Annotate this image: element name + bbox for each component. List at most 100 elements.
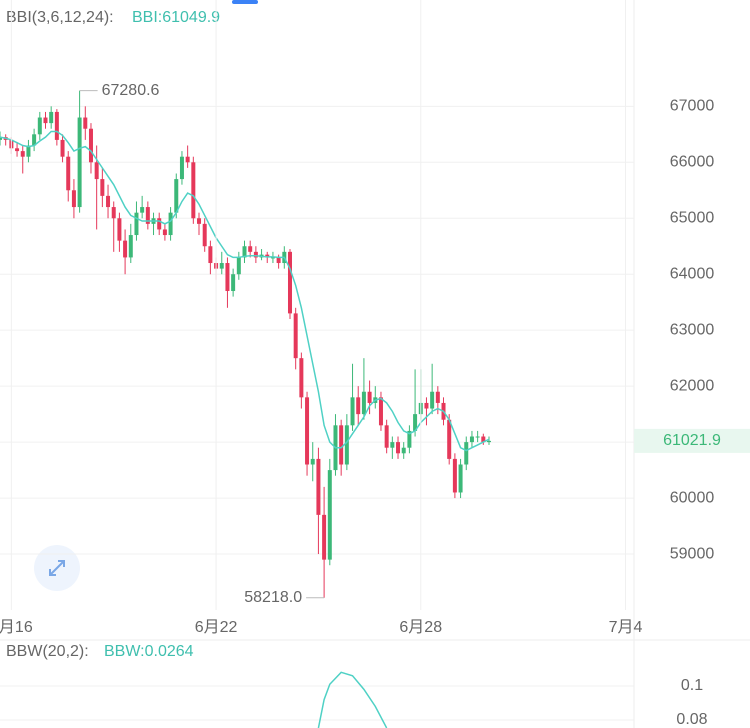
candle-body [128, 235, 133, 258]
candle-body [464, 442, 469, 465]
candle-body [327, 470, 332, 560]
candle-body [407, 430, 412, 448]
candle-body [344, 425, 349, 465]
candle-body [287, 251, 292, 314]
candle-body [316, 458, 321, 515]
last-price-box [634, 428, 750, 453]
candle-body [367, 391, 372, 403]
x-tick-label: 6月16 [0, 619, 33, 636]
candle-body [117, 218, 122, 241]
y-tick-label: 65000 [670, 209, 715, 226]
candle-body [123, 240, 128, 258]
candle-body [88, 128, 93, 163]
candle-body [469, 436, 474, 443]
candle-body [219, 263, 224, 269]
candle-body [100, 179, 105, 196]
candle-body [447, 419, 452, 459]
candle-body [236, 257, 241, 275]
candle-body [106, 195, 111, 208]
y-tick-label: 67000 [670, 98, 715, 115]
candle-body [231, 274, 236, 292]
candle-body [54, 111, 59, 140]
candle-body [191, 162, 196, 219]
candle-body [197, 218, 202, 224]
candle-body [49, 111, 54, 124]
y-tick-label: 63000 [670, 321, 715, 338]
y-tick-label: 59000 [670, 545, 715, 562]
indicator-label: BBI(3,6,12,24): [6, 9, 114, 26]
candle-body [145, 207, 150, 224]
indicator-label: BBW(20,2): [6, 643, 89, 660]
candle-body [487, 440, 492, 443]
candle-body [350, 397, 355, 426]
candle-body [458, 464, 463, 493]
candle-body [83, 117, 88, 129]
candle-body [401, 447, 406, 454]
candle-body [452, 458, 457, 493]
y-tick-label: 60000 [670, 489, 715, 506]
plot [0, 671, 634, 728]
bbw-line [317, 671, 388, 728]
candle-body [475, 436, 480, 438]
candle-body [111, 207, 116, 219]
candle-body [265, 254, 270, 258]
candle-body [225, 263, 230, 292]
y-tick-label: 62000 [670, 377, 715, 394]
candle-body [134, 212, 139, 236]
candle-body [305, 397, 310, 465]
candle-body [299, 358, 304, 398]
expand-button[interactable] [34, 545, 80, 591]
last-price-label: 61021.9 [663, 432, 721, 449]
y-tick-label: 64000 [670, 265, 715, 282]
bbi-line [0, 130, 490, 452]
candle-body [26, 145, 31, 157]
candle-body [202, 223, 207, 247]
candle-body [390, 442, 395, 448]
candle-body [162, 229, 167, 236]
high-annotation: 67280.6 [102, 82, 160, 99]
y-tick-label: 0.1 [681, 677, 703, 694]
candle-body [174, 179, 179, 213]
candle-body [435, 391, 440, 403]
candle-body [32, 134, 37, 146]
candle-body [37, 117, 42, 135]
indicator-value: BBW:0.0264 [104, 643, 194, 660]
candle-body [140, 207, 145, 213]
candle-body [0, 137, 2, 140]
candle-body [424, 402, 429, 409]
y-tick-label: 0.08 [676, 711, 707, 728]
x-tick-label: 7月4 [609, 619, 643, 636]
candle-body [270, 257, 275, 259]
indicator-value: BBI:61049.9 [132, 9, 220, 26]
y-tick-label: 66000 [670, 154, 715, 171]
candle-body [253, 251, 258, 258]
candle-body [43, 117, 48, 124]
candle-body [339, 425, 344, 465]
candle-body [384, 425, 389, 448]
candle-body [66, 156, 71, 191]
x-tick-label: 6月28 [399, 619, 442, 636]
candle-body [378, 397, 383, 426]
low-annotation: 58218.0 [244, 589, 302, 606]
candle-body [77, 117, 82, 208]
candle-body [157, 218, 162, 230]
candle-body [413, 414, 418, 431]
candle-body [208, 246, 213, 264]
candle-body [20, 151, 25, 157]
candle-body [242, 246, 247, 258]
candle-body [248, 246, 253, 252]
candle-body [361, 391, 366, 415]
candle-body [179, 156, 184, 180]
candle-body [356, 397, 361, 415]
candle-body [168, 212, 173, 236]
candle-body [71, 190, 76, 208]
candle-body [310, 458, 315, 465]
candle-body [430, 391, 435, 409]
candle-body [322, 514, 327, 560]
candle-body [15, 148, 20, 152]
candle-body [396, 442, 401, 454]
candle-body [60, 139, 65, 157]
candle-body [481, 436, 486, 443]
tab-indicator [232, 0, 258, 4]
